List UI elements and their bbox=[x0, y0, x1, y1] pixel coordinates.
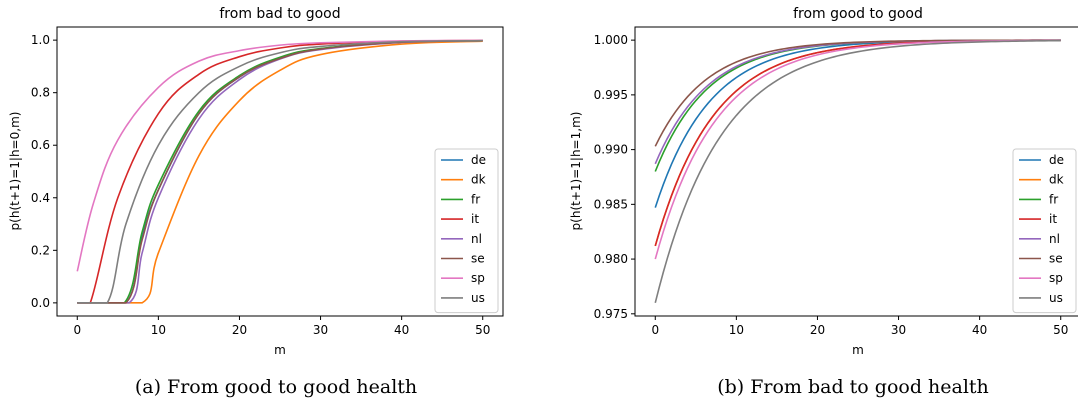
y-tick-label: 0.985 bbox=[594, 197, 628, 211]
legend-label-it: it bbox=[471, 212, 479, 226]
chart-panel-right: from good to good 0 10 20 30 40 50 0.975 0.980 0… bbox=[569, 6, 1078, 398]
x-tick-label: 40 bbox=[394, 323, 409, 337]
series-line-se bbox=[654, 39, 1061, 147]
y-tick-label: 1.000 bbox=[594, 33, 628, 47]
y-axis-label-left: p(h(t+1)=1|h=0,m) bbox=[8, 112, 22, 231]
series-line-sp bbox=[76, 39, 483, 272]
series-line-fr bbox=[654, 39, 1061, 172]
x-tick-label: 0 bbox=[651, 323, 659, 337]
legend-box bbox=[434, 148, 499, 314]
series-line-nl bbox=[654, 39, 1061, 165]
x-axis-label-right: m bbox=[852, 343, 864, 357]
y-tick-label: 1.0 bbox=[31, 33, 50, 47]
legend-label-fr: fr bbox=[1049, 192, 1058, 206]
legend-label-fr: fr bbox=[471, 192, 480, 206]
legend-box bbox=[1012, 148, 1077, 314]
x-tick-label: 10 bbox=[729, 323, 744, 337]
x-axis-label-left: m bbox=[274, 343, 286, 357]
series-line-us bbox=[654, 39, 1061, 304]
chart-title-left: from bad to good bbox=[219, 6, 340, 22]
chart-title-right: from good to good bbox=[793, 6, 923, 22]
y-tick-label: 0.0 bbox=[31, 296, 50, 310]
y-tick-label: 0.2 bbox=[31, 243, 50, 257]
legend-label-de: de bbox=[1049, 153, 1064, 167]
x-tick-label: 10 bbox=[151, 323, 166, 337]
y-tick-label: 0.4 bbox=[31, 191, 50, 205]
y-tick-label: 0.980 bbox=[594, 252, 628, 266]
x-tick-label: 30 bbox=[891, 323, 906, 337]
legend-label-sp: sp bbox=[1049, 271, 1063, 285]
plot-frame-left bbox=[56, 26, 504, 317]
x-tick-label: 0 bbox=[73, 323, 81, 337]
chart-panel-left: from bad to good 0 10 20 30 40 50 0.0 0.2 0.4 0.6… bbox=[8, 6, 504, 398]
series-line-dk bbox=[77, 40, 483, 304]
caption-right: (b) From bad to good health bbox=[717, 376, 989, 398]
series-line-de bbox=[654, 39, 1061, 208]
y-tick-label: 0.990 bbox=[594, 143, 628, 157]
legend-label-de: de bbox=[471, 153, 486, 167]
y-tick-label: 0.8 bbox=[31, 86, 50, 100]
legend-label-se: se bbox=[471, 252, 485, 266]
legend-label-sp: sp bbox=[471, 271, 485, 285]
series-line-se bbox=[77, 39, 483, 304]
y-tick-label: 0.975 bbox=[594, 307, 628, 321]
legend-label-it: it bbox=[1049, 212, 1057, 226]
legend-label-se: se bbox=[1049, 252, 1063, 266]
x-tick-label: 20 bbox=[232, 323, 247, 337]
x-tick-label: 30 bbox=[313, 323, 328, 337]
legend-label-us: us bbox=[1049, 291, 1063, 305]
legend-label-nl: nl bbox=[1049, 232, 1060, 246]
plot-frame-right bbox=[634, 26, 1078, 317]
legend-label-dk: dk bbox=[471, 173, 486, 187]
y-axis-label-right: p(h(t+1)=1|h=1,m) bbox=[569, 112, 583, 231]
y-tick-label: 0.6 bbox=[31, 138, 50, 152]
caption-left: (a) From good to good health bbox=[135, 376, 417, 398]
x-tick-label: 50 bbox=[475, 323, 490, 337]
x-tick-label: 50 bbox=[1053, 323, 1068, 337]
y-tick-label: 0.995 bbox=[594, 88, 628, 102]
series-line-us bbox=[77, 39, 483, 304]
x-tick-label: 40 bbox=[972, 323, 987, 337]
legend-label-dk: dk bbox=[1049, 173, 1064, 187]
legend-label-nl: nl bbox=[471, 232, 482, 246]
legend-label-us: us bbox=[471, 291, 485, 305]
x-tick-label: 20 bbox=[810, 323, 825, 337]
